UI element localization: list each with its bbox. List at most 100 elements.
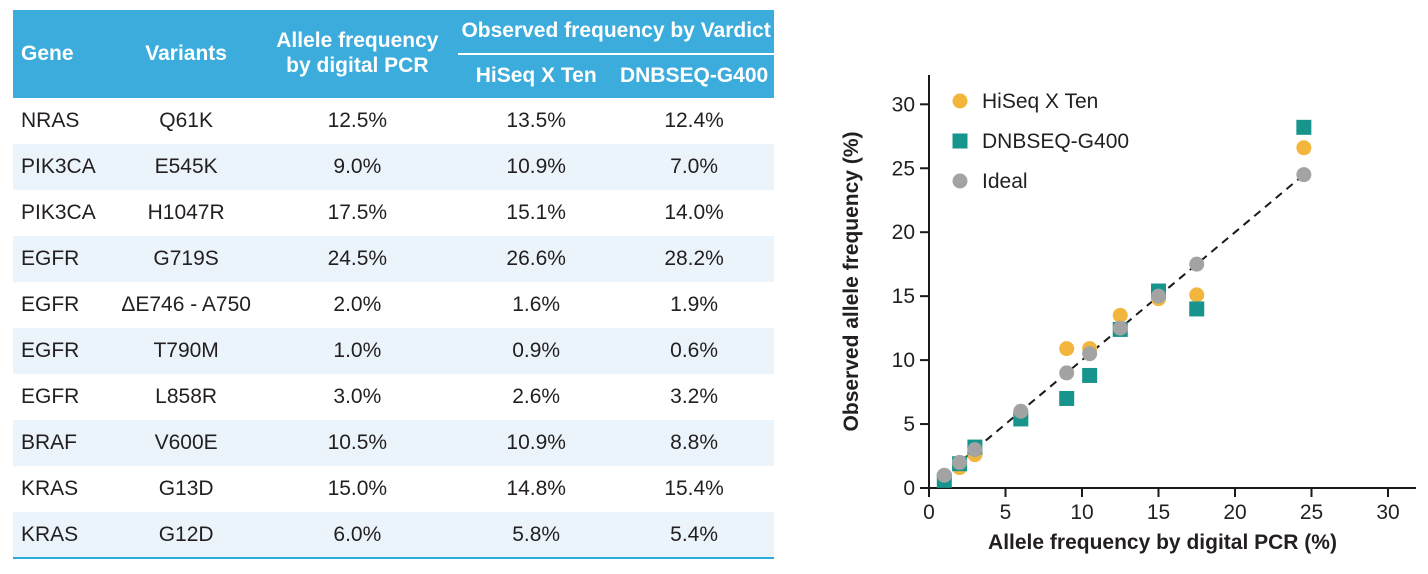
y-tick-label: 25 [892,157,915,180]
table-cell: V600E [115,420,257,466]
table-cell: EGFR [13,374,116,420]
x-tick-label: 15 [1147,501,1170,524]
table-cell: 12.4% [614,98,774,144]
data-point-dnbseq-g400 [1189,301,1205,317]
table-cell: G13D [115,466,257,512]
table-cell: NRAS [13,98,116,144]
data-point-ideal [1082,346,1098,362]
x-tick-label: 5 [1000,501,1012,524]
header-variants: Variants [115,10,257,98]
x-tick-label: 25 [1300,501,1323,524]
table-cell: 26.6% [458,236,615,282]
table-cell: 12.5% [256,98,459,144]
table-cell: E545K [115,144,257,190]
data-point-hiseq-x-ten [1296,140,1312,156]
x-tick-label: 30 [1376,501,1399,524]
y-tick-label: 15 [892,285,915,308]
table-row: PIK3CA E545K 9.0% 10.9% 7.0% [13,144,774,190]
table-cell: 14.8% [458,466,615,512]
y-tick-label: 5 [903,413,915,436]
table-row: EGFR L858R 3.0% 2.6% 3.2% [13,374,774,420]
legend-marker-square [952,133,968,149]
table-cell: 1.6% [458,282,615,328]
data-point-ideal [1151,288,1166,304]
data-point-ideal [1112,320,1128,336]
header-vardict-group: Observed frequency by Vardict [458,10,774,55]
table-cell: 5.8% [458,512,615,558]
scatter-chart: 0 5 10 15 20 25 30 0 5 10 15 20 25 30 Allele frequency… [790,0,1428,574]
table-cell: 3.0% [256,374,459,420]
table-row: PIK3CA H1047R 17.5% 15.1% 14.0% [13,190,774,236]
data-point-ideal [952,454,968,470]
header-gene: Gene [13,10,116,98]
table-header: Gene Variants Allele frequency by digita… [13,10,774,98]
table-row: KRAS G12D 6.0% 5.8% 5.4% [13,512,774,558]
table-cell: 10.9% [458,144,615,190]
table-body: NRAS Q61K 12.5% 13.5% 12.4% PIK3CA E545K 9.0% 10… [13,98,774,558]
table-cell: 0.9% [458,328,615,374]
table-cell: 15.1% [458,190,615,236]
table-cell: G719S [115,236,257,282]
table-cell: 5.4% [614,512,774,558]
y-tick-label: 0 [903,477,915,500]
table-cell: 17.5% [256,190,459,236]
data-point-ideal [967,442,983,458]
scatter-chart-svg: 0 5 10 15 20 25 30 0 5 10 15 20 25 30 Allele frequency… [840,75,1416,554]
table-cell: 1.0% [256,328,459,374]
legend-label: DNBSEQ-G400 [982,130,1129,153]
table-cell: PIK3CA [13,144,116,190]
y-tick-label: 10 [892,349,915,372]
y-tick-label: 20 [892,221,915,244]
table-cell: 6.0% [256,512,459,558]
table-row: EGFR ΔE746 - A750 2.0% 1.6% 1.9% [13,282,774,328]
x-axis-title: Allele frequency by digital PCR (%) [988,531,1337,554]
legend-marker-circle [952,93,968,109]
table-cell: 10.9% [458,420,615,466]
header-allele-frequency-pcr: Allele frequency by digital PCR [256,10,459,98]
table-cell: 10.5% [256,420,459,466]
table-cell: 8.8% [614,420,774,466]
header-hiseq: HiSeq X Ten [458,54,615,98]
table-cell: 2.0% [256,282,459,328]
table-cell: 15.0% [256,466,459,512]
data-point-dnbseq-g400 [1082,367,1098,383]
table-cell: L858R [115,374,257,420]
table-cell: 0.6% [614,328,774,374]
x-tick-label: 20 [1223,501,1246,524]
table-cell: KRAS [13,512,116,558]
x-tick-label: 10 [1070,501,1093,524]
identity-line [942,173,1305,478]
table-cell: 24.5% [256,236,459,282]
legend-label: HiSeq X Ten [982,90,1098,113]
table-cell: PIK3CA [13,190,116,236]
table-cell: T790M [115,328,257,374]
table-row: NRAS Q61K 12.5% 13.5% 12.4% [13,98,774,144]
data-point-ideal [1013,403,1029,419]
table-cell: 28.2% [614,236,774,282]
table-cell: 2.6% [458,374,615,420]
table-cell: EGFR [13,236,116,282]
table-cell: KRAS [13,466,116,512]
table-row: KRAS G13D 15.0% 14.8% 15.4% [13,466,774,512]
table-row: EGFR T790M 1.0% 0.9% 0.6% [13,328,774,374]
legend-label: Ideal [982,170,1028,193]
table-cell: 13.5% [458,98,615,144]
x-tick-label: 0 [923,501,935,524]
table-cell: 14.0% [614,190,774,236]
table-cell: 7.0% [614,144,774,190]
table-row: EGFR G719S 24.5% 26.6% 28.2% [13,236,774,282]
table-cell: EGFR [13,282,116,328]
table-cell: Q61K [115,98,257,144]
table-cell: 3.2% [614,374,774,420]
data-point-hiseq-x-ten [1059,341,1075,357]
y-tick-label: 30 [892,93,915,116]
legend-marker-circle [952,173,968,189]
table-cell: 9.0% [256,144,459,190]
variant-frequency-table: Gene Variants Allele frequency by digita… [13,10,774,559]
header-dnbseq: DNBSEQ-G400 [614,54,774,98]
table-row: BRAF V600E 10.5% 10.9% 8.8% [13,420,774,466]
data-point-dnbseq-g400 [1059,390,1075,406]
data-point-ideal [1296,167,1312,183]
data-point-hiseq-x-ten [1112,307,1128,323]
